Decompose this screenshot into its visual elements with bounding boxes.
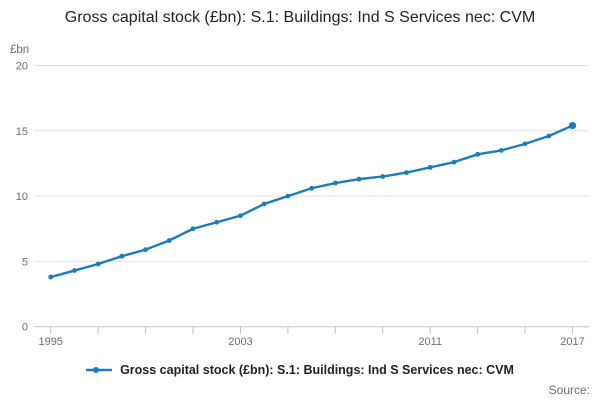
legend-key-icon [86,367,113,373]
svg-text:10: 10 [16,191,28,203]
gridlines [34,65,589,328]
svg-text:20: 20 [16,61,28,73]
svg-text:0: 0 [22,322,28,334]
source-label: Source: [548,383,590,397]
svg-text:2011: 2011 [418,336,442,348]
svg-text:15: 15 [16,126,28,138]
chart-title: Gross capital stock (£bn): S.1: Building… [64,9,536,26]
svg-text:2017: 2017 [560,336,584,348]
svg-text:5: 5 [22,256,28,268]
svg-text:2003: 2003 [228,336,252,348]
y-axis-unit-label: £bn [10,44,30,56]
x-axis-ticks [50,327,574,334]
series-line[interactable] [48,121,577,280]
svg-text:1995: 1995 [38,336,62,348]
legend: Gross capital stock (£bn): S.1: Building… [0,363,600,377]
x-axis-labels: 1995 2003 2011 2017 [38,336,584,348]
y-axis-labels: 0 5 10 15 20 [16,61,28,334]
legend-item-label: Gross capital stock (£bn): S.1: Building… [120,363,514,377]
